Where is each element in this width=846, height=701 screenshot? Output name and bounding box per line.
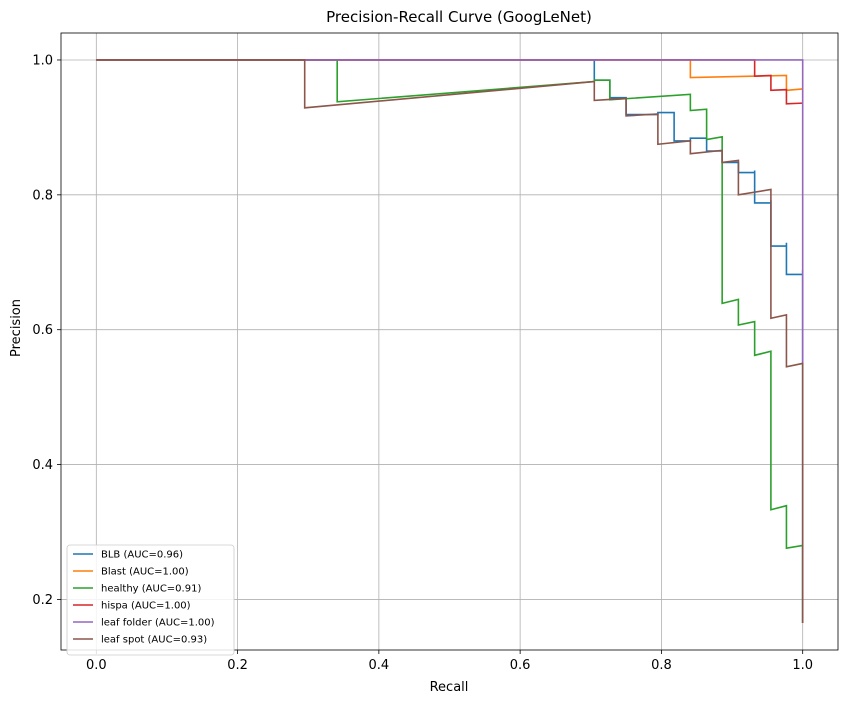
series-line-4 [96, 59, 804, 364]
y-tick-label: 1.0 [32, 53, 53, 68]
series-line-3 [96, 59, 803, 105]
legend-entry-label: Blast (AUC=1.00) [101, 567, 189, 578]
y-axis-ticks: 0.2 0.4 0.6 0.8 1.0 [32, 53, 61, 608]
legend-entry-label: healthy (AUC=0.91) [101, 584, 201, 595]
legend-entry-label: BLB (AUC=0.96) [101, 550, 183, 561]
y-axis-label: Precision [9, 299, 24, 357]
x-tick-label: 1.0 [792, 658, 813, 673]
x-axis-label: Recall [430, 680, 469, 695]
series-line-5 [96, 59, 804, 624]
chart-title: Precision-Recall Curve (GoogLeNet) [326, 8, 592, 26]
y-tick-label: 0.2 [32, 593, 53, 608]
x-tick-label: 0.2 [227, 658, 248, 673]
series-lines [96, 59, 804, 624]
series-line-2 [96, 59, 804, 624]
x-tick-label: 0.0 [86, 658, 107, 673]
x-tick-label: 0.6 [510, 658, 531, 673]
y-tick-label: 0.4 [32, 458, 53, 473]
legend: BLB (AUC=0.96) Blast (AUC=1.00) healthy (A… [66, 544, 235, 656]
x-axis-ticks: 0.0 0.2 0.4 0.6 0.8 1.0 [86, 650, 813, 673]
legend-entry-label: leaf spot (AUC=0.93) [101, 635, 207, 646]
legend-entry-label: hispa (AUC=1.00) [101, 601, 191, 612]
y-tick-label: 0.6 [32, 323, 53, 338]
x-tick-label: 0.4 [369, 658, 390, 673]
legend-box [66, 544, 235, 656]
legend-entry-label: leaf folder (AUC=1.00) [101, 618, 215, 629]
plot-frame [60, 32, 839, 651]
y-tick-label: 0.8 [32, 188, 53, 203]
x-tick-label: 0.8 [651, 658, 672, 673]
